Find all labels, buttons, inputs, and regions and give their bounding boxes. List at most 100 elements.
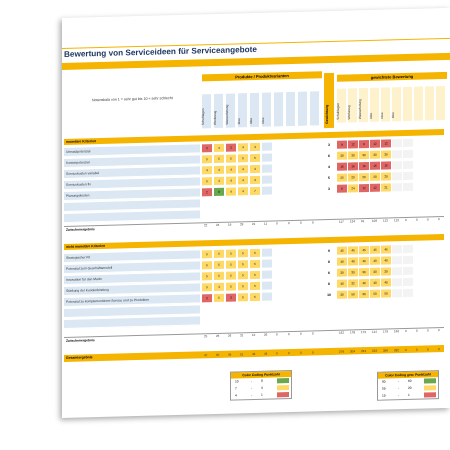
sum-value: 25 (204, 334, 208, 339)
product-col-label: Idee (261, 117, 265, 124)
weight-value: 9 (328, 248, 330, 254)
score-cell: 5 (214, 271, 224, 281)
product-col-header: Werkzeug (213, 93, 224, 129)
weighted-col-header: Idee (391, 87, 402, 122)
score-cell: 3 (226, 143, 236, 152)
weighted-col-header (403, 86, 413, 122)
legend-from: 7 (235, 386, 237, 391)
weighted-score-cell: 12 (381, 139, 391, 148)
weighted-score-cell (403, 149, 413, 159)
product-col-header: Wasserleitung (225, 93, 236, 128)
score-cell: 4 (226, 176, 236, 185)
sum-value: 31 (240, 333, 244, 338)
weighted-score-cell (392, 267, 402, 276)
weighted-score-cell: 50 (370, 289, 380, 298)
total-values: 47 50 44 51 43 44 0 0 0 0 279 304 264 223 356 282 0 0 0 0 (62, 8, 450, 357)
score-cell: 5 (250, 248, 260, 258)
weighted-score-cell: 30 (348, 268, 358, 277)
sum-value: 173 (361, 330, 367, 335)
weight-value: 3 (328, 142, 330, 148)
weighted-score-cell: 30 (359, 289, 369, 299)
weighted-score-cell (392, 256, 402, 265)
weighted-col-label: Idee (391, 112, 395, 119)
score-cell: 4 (238, 143, 248, 152)
legend-dash: - (398, 386, 400, 391)
sum-value: 0 (300, 220, 302, 225)
legend-score-rows: 10 - 8 7 - 4 4 - 1 (231, 377, 291, 400)
weighted-col-header: Idee (369, 87, 380, 122)
weighted-col-label: Wasserleitung (358, 99, 362, 120)
score-cell: 4 (250, 175, 260, 185)
weighted-score-cell (392, 245, 402, 254)
legend-row: 4 - 1 (231, 391, 291, 400)
weighted-score-cell: 30 (359, 267, 369, 277)
header-products: Produkte / Produktvarianten (202, 71, 322, 82)
weighted-score-cell: 50 (348, 290, 358, 299)
weighted-score-cell (403, 160, 413, 170)
score-cell (262, 292, 272, 301)
weighted-score-cell: 45 (359, 245, 369, 255)
product-col-header: Schuhlagen (201, 94, 212, 129)
product-col-header (310, 91, 320, 126)
sum-value: 162 (339, 330, 345, 335)
weighted-score-cell (403, 288, 413, 298)
score-cell (262, 281, 272, 290)
sum-value: 0 (276, 351, 278, 356)
sum-value: 0 (416, 328, 418, 333)
weighted-score-cell: 40 (337, 279, 347, 288)
weighted-score-cell (403, 138, 413, 148)
sum-value: 0 (438, 347, 440, 352)
weighted-score-cell (392, 139, 402, 148)
sum-value: 117 (339, 219, 344, 224)
score-cell: 5 (214, 260, 224, 270)
weighted-col-header (436, 85, 446, 121)
weighted-score-cell: 12 (370, 183, 380, 192)
weighted-score-cell: 21 (381, 183, 391, 192)
sum-value: 0 (288, 351, 290, 356)
sum-value: 223 (372, 348, 378, 353)
score-cell: 5 (238, 154, 248, 163)
weighted-score-cell: 16 (370, 161, 380, 170)
score-cell: 5 (226, 154, 236, 163)
score-cell: 5 (250, 281, 260, 291)
weight-value: 5 (328, 175, 330, 181)
score-cell (262, 142, 272, 151)
sum-value: 179 (383, 329, 389, 334)
score-cell: 4 (226, 187, 236, 196)
product-col-header: Idee (261, 92, 272, 127)
product-col-label: Schuhlagen (201, 108, 205, 126)
sum-value: 0 (312, 350, 314, 355)
legend-to: 8 (261, 378, 263, 383)
weighted-score-cell (403, 255, 413, 265)
weight-value: 8 (328, 259, 330, 265)
weighted-col-label: Idee (380, 112, 384, 119)
legend-score: Color Coding Punktzahl 10-8 7-4 4-1 (230, 369, 292, 401)
sum-value: 21 (252, 221, 256, 227)
sum-value: 29 (240, 222, 244, 227)
sum-value: 0 (427, 347, 429, 352)
score-cell (262, 175, 272, 184)
product-col-label: Wasserleitung (225, 104, 229, 125)
weighted-col-label: Idee (369, 112, 373, 119)
sum-value: 114 (372, 329, 377, 334)
weight-value: 6 (328, 270, 330, 276)
weighted-score-cell (392, 183, 402, 192)
weighted-score-cell: 20 (348, 173, 358, 182)
product-col-header (298, 91, 308, 126)
legend-from: 59 (382, 386, 386, 391)
score-cell: 5 (226, 260, 236, 269)
weighted-score-cell (392, 172, 402, 181)
weighted-score-cell: 30 (370, 150, 380, 159)
score-cell: 5 (214, 293, 224, 303)
weighted-score-cell: 30 (381, 267, 391, 276)
weighted-score-cell: 45 (370, 245, 380, 254)
scale-note: Notenskala von 1 = sehr gut bis 10 = seh… (92, 96, 173, 103)
weighted-score-cell: 30 (337, 268, 347, 277)
legend-row: 19 - 1 (378, 391, 438, 400)
score-cell: 5 (250, 153, 260, 163)
legend-dash: - (398, 379, 400, 384)
weighted-score-cell: 12 (359, 183, 369, 193)
score-cell (262, 186, 272, 195)
sum-value: 356 (383, 348, 389, 353)
